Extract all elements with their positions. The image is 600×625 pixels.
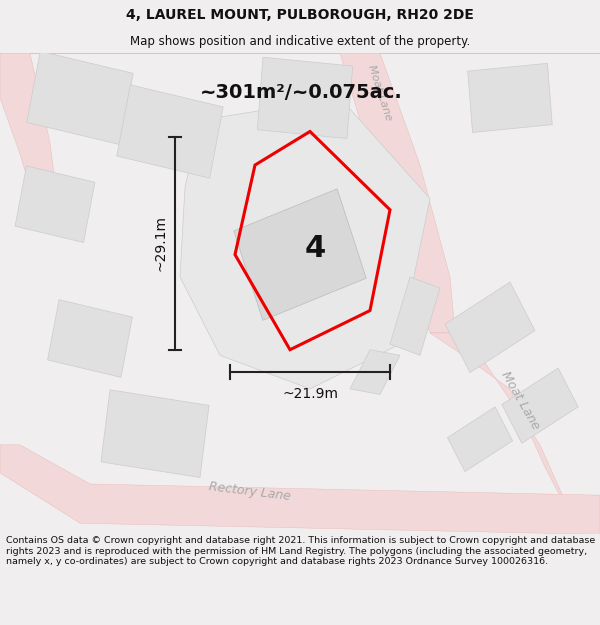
Polygon shape: [234, 189, 366, 321]
Polygon shape: [47, 299, 133, 378]
Text: Moat L⁠ane: Moat L⁠ane: [366, 63, 394, 121]
Polygon shape: [350, 350, 400, 394]
Polygon shape: [180, 98, 430, 389]
Polygon shape: [27, 51, 133, 144]
Polygon shape: [15, 166, 95, 242]
Polygon shape: [445, 282, 535, 372]
Polygon shape: [340, 53, 455, 333]
Polygon shape: [502, 368, 578, 443]
Polygon shape: [257, 58, 353, 139]
Polygon shape: [390, 277, 440, 355]
Polygon shape: [0, 445, 600, 534]
Text: ~29.1m: ~29.1m: [154, 216, 168, 271]
Polygon shape: [101, 390, 209, 478]
Polygon shape: [448, 407, 512, 472]
Text: Map shows position and indicative extent of the property.: Map shows position and indicative extent…: [130, 35, 470, 48]
Polygon shape: [430, 333, 600, 534]
Polygon shape: [117, 85, 223, 178]
Polygon shape: [0, 53, 60, 221]
Text: ~301m²/~0.075ac.: ~301m²/~0.075ac.: [200, 82, 403, 102]
Text: 4, LAUREL MOUNT, PULBOROUGH, RH20 2DE: 4, LAUREL MOUNT, PULBOROUGH, RH20 2DE: [126, 8, 474, 22]
Text: Moat Lane: Moat Lane: [498, 369, 542, 431]
Polygon shape: [468, 63, 552, 132]
Text: Rectory Lane: Rectory Lane: [208, 481, 292, 503]
Text: 4: 4: [304, 234, 326, 264]
Text: ~21.9m: ~21.9m: [282, 388, 338, 401]
Text: Contains OS data © Crown copyright and database right 2021. This information is : Contains OS data © Crown copyright and d…: [6, 536, 595, 566]
